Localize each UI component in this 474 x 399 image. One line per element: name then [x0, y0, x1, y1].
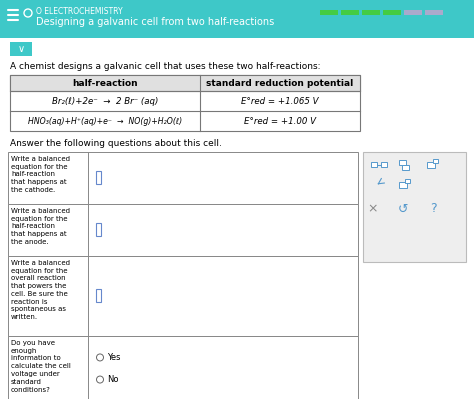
Bar	[96, 171, 101, 184]
Bar	[8, 204, 358, 256]
Text: ∨: ∨	[18, 44, 25, 54]
Bar	[404, 10, 422, 15]
Text: Br₂(ℓ)+2e⁻  →  2 Br⁻ (aq): Br₂(ℓ)+2e⁻ → 2 Br⁻ (aq)	[52, 97, 158, 105]
Bar	[363, 152, 466, 262]
Bar	[341, 10, 359, 15]
Bar	[8, 336, 358, 399]
Bar	[399, 182, 407, 188]
Text: Do you have
enough
information to
calculate the cell
voltage under
standard
cond: Do you have enough information to calcul…	[11, 340, 71, 393]
Bar	[10, 75, 360, 131]
Text: ?: ?	[430, 203, 436, 215]
Text: E°red = +1.00 V: E°red = +1.00 V	[244, 117, 316, 126]
Bar	[405, 179, 410, 183]
Text: O ELECTROCHEMISTRY: O ELECTROCHEMISTRY	[36, 6, 123, 16]
Text: E°red = +1.065 V: E°red = +1.065 V	[241, 97, 319, 105]
Text: Yes: Yes	[107, 353, 120, 362]
Text: ↺: ↺	[398, 203, 408, 215]
Bar	[425, 10, 443, 15]
Bar	[8, 256, 358, 336]
Bar	[362, 10, 380, 15]
Text: Write a balanced
equation for the
half-reaction
that happens at
the anode.: Write a balanced equation for the half-r…	[11, 208, 70, 245]
Bar	[381, 162, 387, 167]
Text: HNO₃(aq)+H⁺(aq)+e⁻  →  NO(g)+H₂O(ℓ): HNO₃(aq)+H⁺(aq)+e⁻ → NO(g)+H₂O(ℓ)	[28, 117, 182, 126]
Bar	[96, 289, 101, 302]
Text: standard reduction potential: standard reduction potential	[206, 79, 354, 87]
Bar	[383, 10, 401, 15]
Text: Write a balanced
equation for the
half-reaction
that happens at
the cathode.: Write a balanced equation for the half-r…	[11, 156, 70, 193]
Bar	[371, 162, 377, 167]
Bar	[433, 159, 438, 163]
Text: half-reaction: half-reaction	[72, 79, 138, 87]
Text: Answer the following questions about this cell.: Answer the following questions about thi…	[10, 139, 222, 148]
Bar	[10, 75, 360, 91]
Bar	[96, 223, 101, 236]
Bar	[0, 0, 474, 38]
Bar	[399, 160, 406, 165]
Bar	[402, 165, 409, 170]
Text: ×: ×	[368, 203, 378, 215]
Text: A chemist designs a galvanic cell that uses these two half-reactions:: A chemist designs a galvanic cell that u…	[10, 62, 320, 71]
Text: Write a balanced
equation for the
overall reaction
that powers the
cell. Be sure: Write a balanced equation for the overal…	[11, 260, 70, 320]
Bar	[427, 162, 435, 168]
Bar	[320, 10, 338, 15]
Bar	[10, 42, 32, 56]
Text: Designing a galvanic cell from two half-reactions: Designing a galvanic cell from two half-…	[36, 17, 274, 27]
Text: No: No	[107, 375, 118, 384]
Bar	[8, 152, 358, 204]
